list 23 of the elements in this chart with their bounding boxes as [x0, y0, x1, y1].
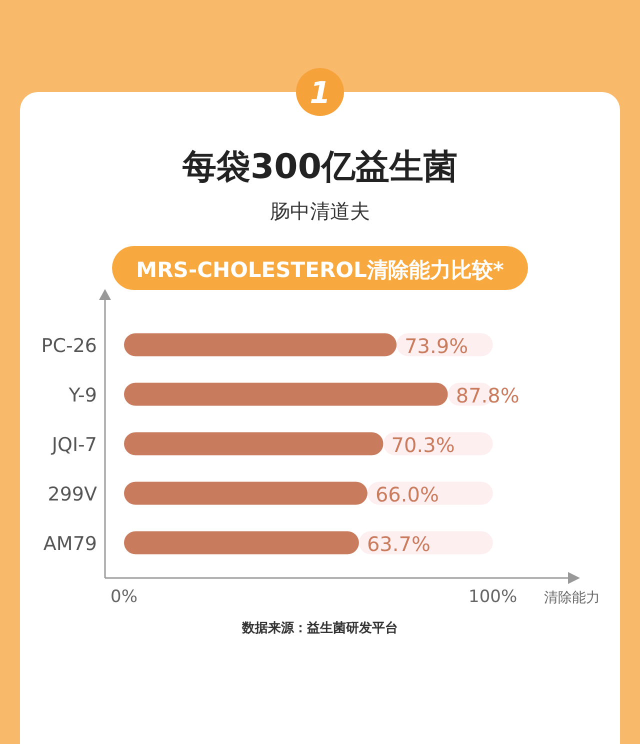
y-tick-label: AM79: [43, 532, 97, 555]
chart-subtitle: 肠中清道夫: [270, 199, 370, 223]
x-tick-label: 100%: [468, 587, 518, 607]
bar: [124, 482, 368, 505]
bar: [124, 432, 384, 456]
text: 1: [310, 76, 330, 111]
text: MRS-CHOLESTEROL清除能力比较*: [136, 258, 504, 282]
data-label: 73.9%: [404, 334, 468, 358]
bar: [124, 333, 397, 356]
bar: [124, 531, 359, 554]
data-label: 66.0%: [375, 482, 439, 506]
chart-title: 每袋300亿益生菌: [182, 147, 458, 187]
y-tick-label: JQI-7: [50, 434, 97, 456]
data-label: 70.3%: [391, 432, 455, 457]
x-tick-label: 0%: [110, 587, 138, 607]
y-tick-label: 299V: [48, 483, 97, 506]
data-label: 87.8%: [456, 383, 520, 408]
y-tick-label: Y-9: [68, 384, 97, 406]
bar: [124, 382, 448, 406]
x-axis-title: 清除能力: [544, 590, 600, 606]
y-tick-label: PC-26: [41, 334, 97, 357]
data-label: 63.7%: [366, 532, 431, 556]
source-note: 数据来源：益生菌研发平台: [241, 620, 398, 636]
